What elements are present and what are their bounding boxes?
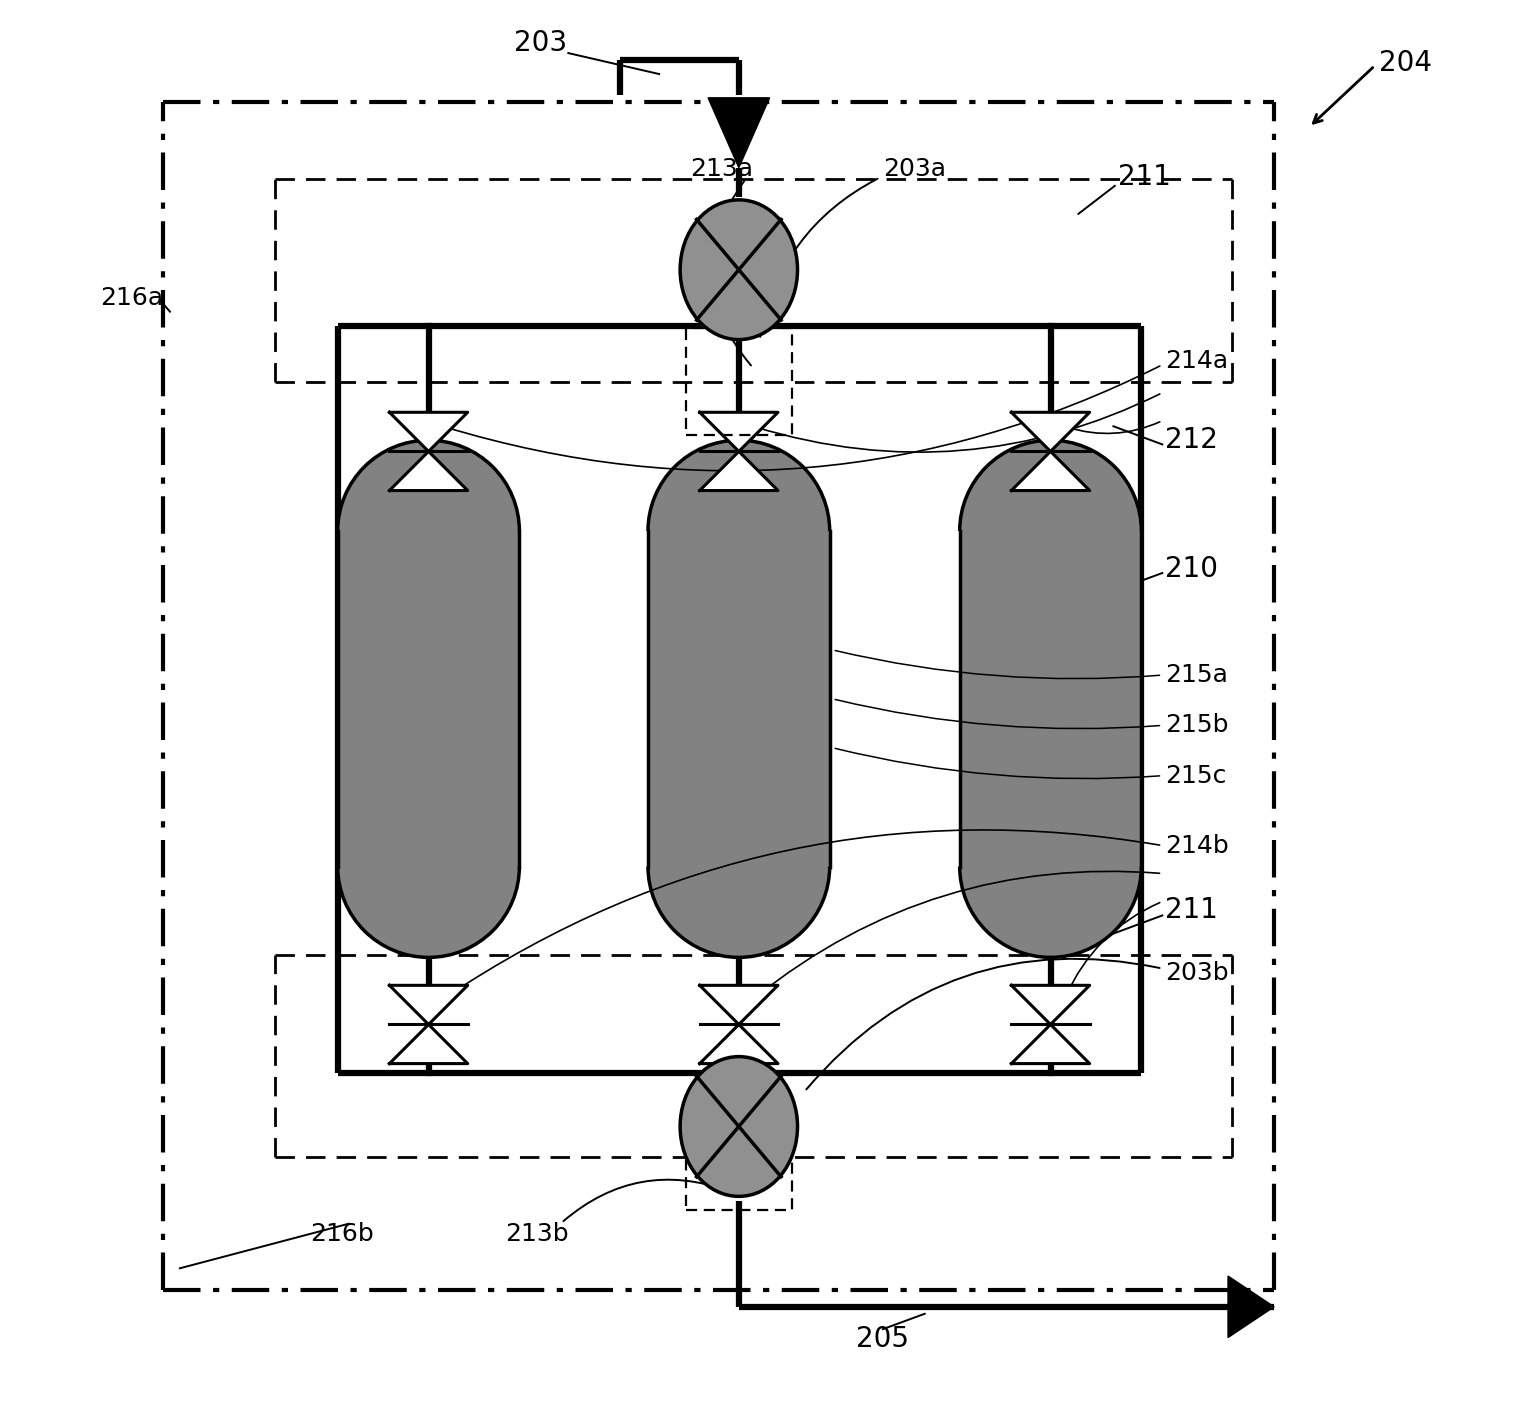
Polygon shape xyxy=(389,412,468,451)
Polygon shape xyxy=(1011,451,1090,491)
Polygon shape xyxy=(699,986,778,1025)
Text: 215c: 215c xyxy=(1166,763,1226,787)
Polygon shape xyxy=(699,451,778,491)
Polygon shape xyxy=(389,986,468,1025)
Ellipse shape xyxy=(960,776,1142,957)
Ellipse shape xyxy=(338,776,519,957)
Ellipse shape xyxy=(338,440,519,621)
Text: 215b: 215b xyxy=(1166,713,1229,737)
Polygon shape xyxy=(699,412,778,451)
Ellipse shape xyxy=(680,1057,798,1197)
Polygon shape xyxy=(699,1025,778,1063)
Text: 203b: 203b xyxy=(1166,960,1229,984)
Text: 205: 205 xyxy=(857,1324,910,1353)
Text: 212: 212 xyxy=(1166,426,1217,454)
Text: 213a: 213a xyxy=(690,157,752,181)
Polygon shape xyxy=(1228,1277,1275,1337)
Ellipse shape xyxy=(648,440,830,621)
Bar xyxy=(338,531,519,866)
Ellipse shape xyxy=(960,440,1142,621)
Polygon shape xyxy=(1011,986,1090,1025)
Text: 214b: 214b xyxy=(1166,834,1229,858)
Text: 211: 211 xyxy=(1117,163,1170,191)
Ellipse shape xyxy=(680,200,798,340)
Polygon shape xyxy=(389,1025,468,1063)
Text: 216b: 216b xyxy=(310,1222,374,1246)
Text: 203a: 203a xyxy=(883,157,946,181)
Text: 210: 210 xyxy=(1166,555,1219,583)
Polygon shape xyxy=(709,98,769,167)
Polygon shape xyxy=(1011,1025,1090,1063)
Bar xyxy=(960,531,1142,866)
Text: 204: 204 xyxy=(1379,49,1432,77)
Text: 211: 211 xyxy=(1166,896,1217,924)
Text: 214a: 214a xyxy=(1166,349,1228,373)
Text: 216a: 216a xyxy=(100,285,164,309)
Text: 215a: 215a xyxy=(1166,664,1228,688)
Polygon shape xyxy=(1011,412,1090,451)
Text: 203: 203 xyxy=(513,30,566,58)
Text: 213b: 213b xyxy=(506,1222,569,1246)
Polygon shape xyxy=(389,451,468,491)
Bar xyxy=(648,531,830,866)
Ellipse shape xyxy=(648,776,830,957)
